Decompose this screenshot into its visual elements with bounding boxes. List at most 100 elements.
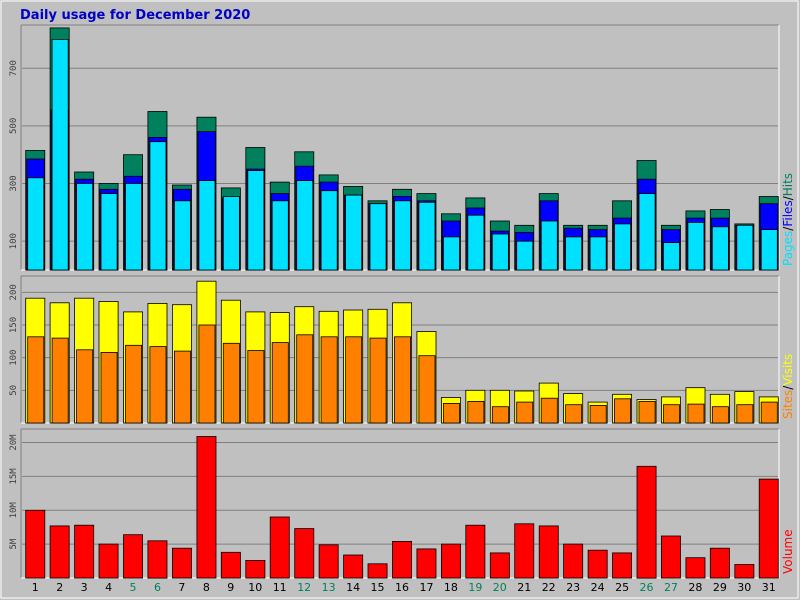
legend-separator: /: [781, 226, 795, 231]
bar-pages-day-25: [614, 223, 632, 271]
bar-volume-day-6: [147, 540, 168, 579]
bar-pages-day-18: [442, 236, 460, 271]
bar-sites-day-11: [271, 342, 289, 424]
y-tick-label: 20M: [9, 434, 19, 451]
x-tick-label-day-29: 29: [713, 581, 727, 594]
x-tick-label-day-4: 4: [105, 581, 112, 594]
bar-pages-day-27: [663, 242, 680, 271]
x-tick-label-day-15: 15: [371, 581, 385, 594]
bar-volume-day-1: [25, 509, 46, 579]
bar-sites-day-27: [663, 404, 680, 424]
bar-pages-day-17: [418, 201, 436, 271]
y-tick-label: 300: [9, 175, 19, 191]
bar-pages-day-22: [540, 220, 558, 271]
bar-pages-day-3: [76, 183, 94, 271]
bar-volume-day-18: [440, 543, 461, 579]
bar-volume-day-13: [318, 544, 339, 579]
bar-volume-day-4: [98, 543, 119, 579]
y-tick-label: 50: [9, 385, 19, 396]
bar-pages-day-14: [345, 194, 363, 271]
bar-pages-day-5: [125, 183, 143, 271]
bar-pages-day-30: [736, 224, 754, 271]
bar-volume-day-29: [709, 547, 730, 579]
x-tick-label-day-7: 7: [178, 581, 185, 594]
x-tick-label-day-18: 18: [444, 581, 458, 594]
bar-volume-day-24: [587, 549, 608, 579]
bar-sites-day-6: [149, 346, 167, 424]
bar-sites-day-17: [418, 355, 436, 424]
bar-pages-day-6: [149, 141, 167, 271]
bar-sites-day-4: [100, 351, 118, 424]
x-tick-label-day-19: 19: [468, 581, 482, 594]
bar-sites-day-12: [296, 334, 314, 424]
bar-volume-day-15: [367, 563, 388, 579]
bar-sites-day-10: [247, 350, 265, 424]
x-tick-label-day-23: 23: [566, 581, 580, 594]
bar-volume-day-28: [685, 557, 706, 579]
x-tick-label-day-30: 30: [737, 581, 751, 594]
legend-2: Sites/Visits: [781, 354, 795, 419]
x-tick-label-day-25: 25: [615, 581, 629, 594]
bar-pages-day-10: [247, 170, 265, 271]
bar-volume-day-27: [661, 535, 681, 579]
bar-volume-day-12: [294, 528, 315, 579]
bar-volume-day-7: [171, 547, 192, 579]
x-tick-label-day-27: 27: [664, 581, 678, 594]
x-tick-label-day-8: 8: [203, 581, 210, 594]
bar-pages-day-12: [296, 180, 314, 271]
legend-3: Volume: [781, 529, 795, 574]
bar-volume-day-14: [343, 554, 364, 579]
y-tick-label: 100: [9, 350, 19, 366]
bar-pages-day-21: [516, 240, 534, 271]
x-tick-label-day-28: 28: [688, 581, 702, 594]
legend-separator: /: [781, 385, 795, 390]
y-tick-label: 100: [9, 233, 19, 249]
bar-sites-day-9: [222, 342, 240, 424]
bar-sites-day-1: [27, 336, 45, 424]
bar-volume-day-9: [220, 551, 241, 579]
legend-1: Pages/Files/Hits: [781, 173, 795, 266]
bar-sites-day-14: [345, 336, 363, 424]
bar-sites-day-18: [442, 402, 460, 424]
bar-volume-day-22: [538, 525, 559, 579]
x-tick-label-day-24: 24: [591, 581, 605, 594]
x-tick-label-day-31: 31: [762, 581, 776, 594]
x-tick-label-day-11: 11: [273, 581, 287, 594]
bar-volume-day-19: [465, 524, 486, 579]
bar-volume-day-2: [49, 525, 70, 579]
bar-sites-day-28: [687, 403, 705, 424]
x-tick-label-day-14: 14: [346, 581, 360, 594]
bar-sites-day-26: [638, 400, 656, 424]
bar-sites-day-13: [320, 336, 338, 424]
bar-volume-day-11: [269, 516, 290, 579]
x-tick-label-day-6: 6: [154, 581, 161, 594]
bar-sites-day-25: [614, 398, 632, 424]
bar-sites-day-2: [51, 337, 69, 424]
legend-entry-sites: Sites: [781, 390, 795, 419]
bar-volume-day-23: [563, 543, 584, 579]
y-tick-label: 10M: [9, 502, 19, 519]
x-tick-label-day-21: 21: [517, 581, 531, 594]
bar-pages-day-26: [638, 193, 656, 271]
bar-sites-day-29: [711, 406, 729, 424]
bar-sites-day-31: [760, 401, 778, 424]
x-tick-label-day-17: 17: [420, 581, 434, 594]
bar-pages-day-15: [369, 203, 387, 271]
bar-sites-day-15: [369, 337, 387, 424]
x-tick-label-day-20: 20: [493, 581, 507, 594]
x-tick-label-day-13: 13: [322, 581, 336, 594]
bar-pages-day-28: [687, 221, 705, 271]
bar-sites-day-3: [76, 349, 94, 424]
bar-pages-day-13: [320, 190, 338, 271]
bar-volume-day-26: [636, 465, 657, 579]
bar-volume-day-25: [612, 552, 633, 579]
bar-volume-day-16: [392, 541, 413, 579]
bar-sites-day-16: [394, 336, 412, 424]
bar-pages-day-11: [271, 200, 289, 271]
legend-entry-visits: Visits: [781, 354, 795, 386]
bar-sites-day-5: [125, 344, 143, 424]
x-tick-label-day-22: 22: [542, 581, 556, 594]
bar-pages-day-4: [100, 193, 118, 271]
y-tick-label: 200: [9, 284, 19, 300]
